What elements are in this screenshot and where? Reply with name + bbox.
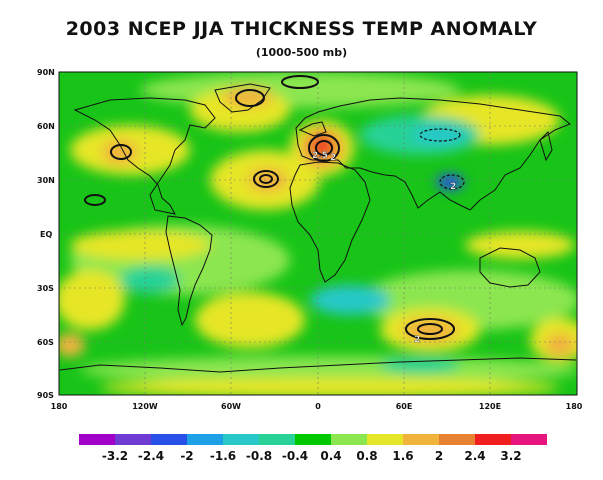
lon-tick: 120W	[132, 402, 158, 411]
map-frame	[58, 71, 578, 396]
legend-swatch	[79, 434, 115, 445]
lat-tick: 90S	[37, 391, 54, 400]
contour-label: 2	[450, 182, 456, 192]
legend-swatch	[475, 434, 511, 445]
color-legend: -3.2 -2.4 -2 -1.6 -0.8 -0.4 0.4 0.8 1.6 2 2.4 3.2	[79, 434, 547, 463]
legend-swatch	[223, 434, 259, 445]
legend-label: 3.2	[500, 449, 521, 463]
legend-label: 2.4	[464, 449, 485, 463]
legend-label: -1.6	[210, 449, 236, 463]
lon-tick: 0	[315, 402, 321, 411]
lat-tick: 60S	[37, 338, 54, 347]
negative-contours	[419, 128, 465, 190]
legend-swatch	[367, 434, 403, 445]
lat-axis: 90N 60N 30N EQ 30S 60S 90S	[37, 68, 55, 400]
contour-label: 2	[330, 153, 336, 163]
lat-tick: EQ	[40, 230, 52, 239]
legend-swatch	[439, 434, 475, 445]
legend-label: -3.2	[102, 449, 128, 463]
lon-tick: 180	[51, 402, 68, 411]
legend-swatch	[115, 434, 151, 445]
graticule	[59, 72, 577, 395]
legend-label: -2.4	[138, 449, 164, 463]
map-subtitle: (1000-500 mb)	[255, 46, 348, 59]
legend-swatch	[403, 434, 439, 445]
lon-axis: 180 120W 60W 0 60E 120E 180	[51, 402, 583, 411]
lon-tick: 120E	[479, 402, 501, 411]
legend-label: 0.8	[356, 449, 377, 463]
legend-swatch	[511, 434, 547, 445]
legend-label: -2	[180, 449, 193, 463]
lat-tick: 30S	[37, 284, 54, 293]
lat-tick: 60N	[37, 122, 55, 131]
legend-swatch	[295, 434, 331, 445]
legend-swatch	[331, 434, 367, 445]
contour-label: 2	[414, 335, 420, 345]
legend-swatch	[151, 434, 187, 445]
legend-label: 1.6	[392, 449, 413, 463]
legend-label: 0.4	[320, 449, 341, 463]
legend-label: 2	[435, 449, 443, 463]
lon-tick: 60W	[221, 402, 241, 411]
coastlines	[59, 83, 577, 373]
lat-tick: 90N	[37, 68, 55, 77]
map-title: 2003 NCEP JJA THICKNESS TEMP ANOMALY	[65, 18, 538, 40]
legend-label: -0.4	[282, 449, 308, 463]
lat-tick: 30N	[37, 176, 55, 185]
lon-tick: 60E	[396, 402, 413, 411]
legend-label: -0.8	[246, 449, 272, 463]
contour-label: 2.5	[312, 151, 328, 161]
lon-tick: 180	[566, 402, 583, 411]
anomaly-field: 2.5 2 2 2	[59, 72, 577, 395]
contours	[84, 75, 455, 340]
legend-swatch	[259, 434, 295, 445]
legend-swatch	[187, 434, 223, 445]
